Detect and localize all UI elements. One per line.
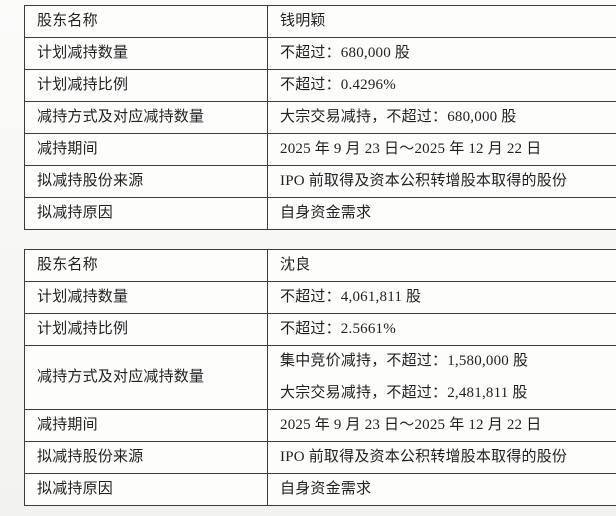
- row-label-cell: 拟减持原因: [24, 197, 268, 230]
- row-label: 拟减持股份来源: [37, 173, 144, 189]
- row-label: 股东名称: [37, 13, 98, 29]
- table-row: 拟减持股份来源 IPO 前取得及资本公积转增股本取得的股份: [24, 441, 616, 474]
- table-row: 拟减持股份来源 IPO 前取得及资本公积转增股本取得的股份: [24, 165, 616, 198]
- row-value-cell: 集中竞价减持，不超过：1,580,000 股大宗交易减持，不超过：2,481,8…: [267, 345, 616, 410]
- row-label: 减持方式及对应减持数量: [37, 369, 205, 385]
- shareholder-reduction-table-2: 股东名称 沈良计划减持数量 不超过：4,061,811 股计划减持比例 不超过：2.5…: [24, 249, 616, 506]
- row-label: 计划减持比例: [37, 77, 129, 93]
- row-value-line: 大宗交易减持，不超过：680,000 股: [280, 109, 517, 125]
- row-label: 拟减持股份来源: [37, 449, 144, 465]
- row-value-line: 不超过：4,061,811 股: [280, 289, 422, 305]
- row-label-cell: 拟减持原因: [24, 473, 268, 506]
- row-value-line: 不超过：680,000 股: [280, 45, 411, 61]
- row-label: 计划减持数量: [37, 289, 129, 305]
- row-label-cell: 股东名称: [24, 249, 268, 282]
- row-value-line: 沈良: [280, 257, 311, 273]
- row-value-line: 2025 年 9 月 23 日～2025 年 12 月 22 日: [280, 141, 542, 157]
- row-label-cell: 计划减持比例: [24, 69, 268, 102]
- row-label-cell: 计划减持数量: [24, 37, 268, 70]
- row-value-cell: 钱明颖: [267, 5, 616, 38]
- table-row: 减持方式及对应减持数量 大宗交易减持，不超过：680,000 股: [24, 101, 616, 134]
- table-row: 计划减持数量 不超过：680,000 股: [24, 37, 616, 70]
- table-row: 减持方式及对应减持数量 集中竞价减持，不超过：1,580,000 股大宗交易减持，…: [24, 345, 616, 410]
- row-label: 计划减持数量: [37, 45, 129, 61]
- row-value-cell: 不超过：4,061,811 股: [267, 281, 616, 314]
- row-label-cell: 减持期间: [24, 409, 268, 442]
- row-value-cell: 自身资金需求: [267, 197, 616, 230]
- table-row: 计划减持数量 不超过：4,061,811 股: [24, 281, 616, 314]
- row-value-line: 2025 年 9 月 23 日～2025 年 12 月 22 日: [280, 417, 542, 433]
- row-value-cell: 不超过：0.4296%: [267, 69, 616, 102]
- row-value-cell: IPO 前取得及资本公积转增股本取得的股份: [267, 165, 616, 198]
- row-value-line: 不超过：2.5661%: [280, 321, 396, 337]
- row-value-cell: 自身资金需求: [267, 473, 616, 506]
- row-label-cell: 股东名称: [24, 5, 268, 38]
- row-value-cell: 2025 年 9 月 23 日～2025 年 12 月 22 日: [267, 133, 616, 166]
- row-label-cell: 计划减持数量: [24, 281, 268, 314]
- row-value-cell: 不超过：2.5661%: [267, 313, 616, 346]
- row-value-cell: 沈良: [267, 249, 616, 282]
- row-value-cell: 不超过：680,000 股: [267, 37, 616, 70]
- row-value-line: 钱明颖: [280, 13, 326, 29]
- shareholder-reduction-table-1: 股东名称 钱明颖计划减持数量 不超过：680,000 股计划减持比例 不超过：0.42…: [24, 5, 616, 230]
- row-value-line: 自身资金需求: [280, 205, 372, 221]
- table-row: 计划减持比例 不超过：2.5661%: [24, 313, 616, 346]
- row-value-line: IPO 前取得及资本公积转增股本取得的股份: [280, 173, 568, 189]
- row-label-cell: 拟减持股份来源: [24, 165, 268, 198]
- table-row: 股东名称 沈良: [24, 249, 616, 282]
- row-label-cell: 拟减持股份来源: [24, 441, 268, 474]
- row-label: 计划减持比例: [37, 321, 129, 337]
- row-label-cell: 减持方式及对应减持数量: [24, 101, 268, 134]
- row-label: 减持期间: [37, 141, 98, 157]
- row-label: 减持方式及对应减持数量: [37, 109, 205, 125]
- table-row: 减持期间 2025 年 9 月 23 日～2025 年 12 月 22 日: [24, 409, 616, 442]
- table-row: 股东名称 钱明颖: [24, 5, 616, 38]
- row-label-cell: 减持方式及对应减持数量: [24, 345, 268, 410]
- row-value-cell: IPO 前取得及资本公积转增股本取得的股份: [267, 441, 616, 474]
- row-label: 股东名称: [37, 257, 98, 273]
- row-label-cell: 减持期间: [24, 133, 268, 166]
- table-row: 减持期间 2025 年 9 月 23 日～2025 年 12 月 22 日: [24, 133, 616, 166]
- row-value-line: 自身资金需求: [280, 481, 372, 497]
- table-row: 计划减持比例 不超过：0.4296%: [24, 69, 616, 102]
- row-label: 减持期间: [37, 417, 98, 433]
- row-label: 拟减持原因: [37, 481, 114, 497]
- row-label-cell: 计划减持比例: [24, 313, 268, 346]
- row-label: 拟减持原因: [37, 205, 114, 221]
- row-value-line: 大宗交易减持，不超过：2,481,811 股: [280, 384, 528, 401]
- table-row: 拟减持原因 自身资金需求: [24, 473, 616, 506]
- table-row: 拟减持原因 自身资金需求: [24, 197, 616, 230]
- row-value-cell: 2025 年 9 月 23 日～2025 年 12 月 22 日: [267, 409, 616, 442]
- row-value-line: 不超过：0.4296%: [280, 77, 396, 93]
- row-value-line: IPO 前取得及资本公积转增股本取得的股份: [280, 449, 568, 465]
- row-value-line: 集中竞价减持，不超过：1,580,000 股: [280, 353, 529, 369]
- row-value-cell: 大宗交易减持，不超过：680,000 股: [267, 101, 616, 134]
